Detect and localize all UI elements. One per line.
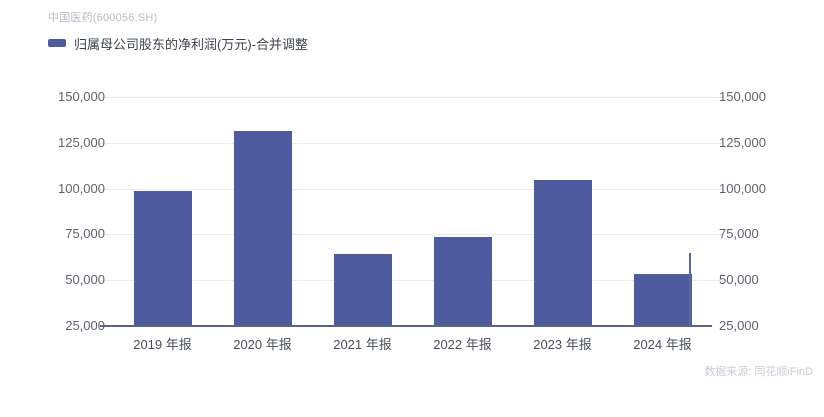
x-axis-label: 2021 年报 <box>333 337 392 352</box>
bar-2021[interactable] <box>333 253 392 326</box>
y-axis-label-right: 25,000 <box>719 318 759 333</box>
right-axis-line-segment <box>689 253 691 326</box>
x-axis-label: 2020 年报 <box>233 337 292 352</box>
x-axis-label: 2023 年报 <box>533 337 592 352</box>
y-axis-label-left: 50,000 <box>65 272 105 288</box>
y-axis-label-right: 150,000 <box>719 89 766 104</box>
y-axis-label-right: 125,000 <box>719 134 766 150</box>
x-axis-label: 2019 年报 <box>133 337 192 352</box>
legend-swatch-icon <box>48 39 66 47</box>
y-axis-label-right: 50,000 <box>719 272 759 288</box>
legend-label: 归属母公司股东的净利润(万元)-合并调整 <box>74 36 308 52</box>
x-axis-label: 2024 年报 <box>633 337 692 352</box>
plot-area <box>100 97 724 326</box>
chart-title: 中国医药(600056.SH) <box>48 12 158 24</box>
x-axis-line <box>100 325 712 327</box>
grid-line <box>100 188 724 190</box>
grid-line <box>100 142 724 144</box>
bar-2024[interactable] <box>633 274 692 326</box>
bar-2020[interactable] <box>233 131 292 326</box>
x-axis-label: 2022 年报 <box>433 337 492 352</box>
y-axis-label-left: 125,000 <box>58 134 105 150</box>
y-axis-label-left: 100,000 <box>58 180 105 196</box>
bar-2023[interactable] <box>533 179 592 326</box>
data-source-note: 数据来源: 同花顺iFinD <box>704 366 813 378</box>
grid-line <box>100 234 724 236</box>
y-axis-label-left: 25,000 <box>65 318 105 333</box>
y-axis-label-right: 100,000 <box>719 180 766 196</box>
y-axis-label-left: 75,000 <box>65 226 105 242</box>
bar-2022[interactable] <box>433 237 492 326</box>
bar-2019[interactable] <box>133 191 192 326</box>
legend-item[interactable]: 归属母公司股东的净利润(万元)-合并调整 <box>48 35 308 52</box>
grid-line <box>100 97 724 98</box>
grid-line <box>100 280 724 282</box>
y-axis-label-right: 75,000 <box>719 226 759 242</box>
y-axis-label-left: 150,000 <box>58 89 105 104</box>
